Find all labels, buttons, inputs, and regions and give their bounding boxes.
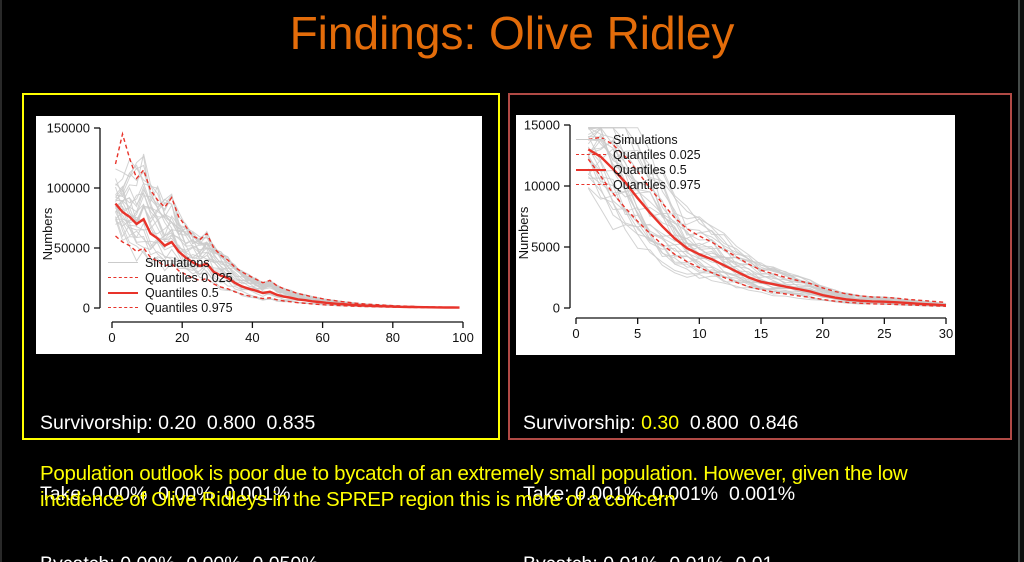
survivorship-highlight-value: 0.30 [641, 412, 680, 434]
x-tick-label: 0 [572, 326, 579, 341]
simulation-line [588, 127, 947, 306]
legend-item-simulations: Simulations [576, 132, 701, 147]
y-axis-title: Numbers [40, 207, 55, 260]
x-tick-label: 80 [386, 330, 400, 345]
series-quantiles-0-5 [114, 202, 460, 309]
y-tick-label: 100000 [47, 181, 90, 196]
simulations-line-swatch [576, 139, 606, 140]
y-tick-label: 10000 [524, 179, 560, 194]
x-tick-label: 30 [939, 326, 953, 341]
legend-label: Simulations [613, 132, 678, 147]
left-take-line: Take: 0.00% 0.00% 0.001% [40, 482, 291, 505]
legend-item-simulations: Simulations [108, 255, 233, 270]
y-axis-title: Numbers [516, 206, 531, 259]
left-survivorship-line: Survivorship: 0.20 0.800 0.835 [40, 412, 316, 434]
window-left-edge [0, 0, 2, 562]
survivorship-prefix: Survivorship: [523, 412, 642, 434]
x-tick-label: 20 [815, 326, 829, 341]
simulation-line [588, 127, 947, 308]
right-survivorship-line: Survivorship: 0.30 0.800 0.846 [523, 412, 798, 436]
right-chart-legend: Simulations Quantiles 0.025 Quantiles 0.… [576, 132, 701, 192]
left-chart-legend: Simulations Quantiles 0.025 Quantiles 0.… [108, 255, 233, 315]
conclusion-note: Population outlook is poor due to bycatc… [40, 461, 908, 512]
simulation-line [588, 127, 947, 305]
legend-label: Quantiles 0.025 [613, 147, 701, 162]
conclusion-note-line1: Population outlook is poor due to bycatc… [40, 462, 908, 485]
left-bycatch-line: Bycatch: 0.00% 0.00% 0.050% [40, 553, 319, 562]
x-tick-label: 15 [754, 326, 768, 341]
quantile-025-line-swatch [108, 277, 138, 278]
legend-label: Quantiles 0.975 [145, 300, 233, 315]
x-tick-label: 20 [175, 330, 189, 345]
y-tick-label: 150000 [47, 121, 90, 136]
olive-ridley-simulation-100yr-svg: 0 50000 100000 150000 0 20 40 60 80 100 Numbers [40, 121, 474, 346]
olive-ridley-simulation-30yr-svg: 0 5000 10000 15000 0 5 10 15 20 25 30 Numbers [516, 118, 953, 342]
quantile-025-line-swatch [576, 154, 606, 155]
legend-item-quantile-05: Quantiles 0.5 [576, 162, 701, 177]
legend-item-quantile-025: Quantiles 0.025 [108, 270, 233, 285]
series-quantiles-0-025 [587, 158, 947, 307]
x-tick-label: 25 [877, 326, 891, 341]
left-projection-chart: 0 50000 100000 150000 0 20 40 60 80 100 Numbers Si… [36, 116, 482, 354]
legend-item-quantile-0975: Quantiles 0.975 [108, 300, 233, 315]
series-quantiles-0-975 [588, 136, 947, 304]
y-tick-label: 5000 [531, 240, 560, 255]
x-tick-label: 0 [108, 330, 115, 345]
conclusion-note-line2: incidence of Olive Ridleys in the SPREP … [40, 487, 676, 511]
y-tick-label: 50000 [54, 241, 90, 256]
legend-item-quantile-05: Quantiles 0.5 [108, 285, 233, 300]
quantile-0975-line-swatch [108, 307, 138, 308]
x-tick-label: 10 [692, 326, 706, 341]
simulation-line [588, 127, 947, 305]
scenario-panel-left: 0 50000 100000 150000 0 20 40 60 80 100 Numbers Si… [22, 93, 500, 562]
series-quantiles-0-975 [114, 131, 460, 309]
x-tick-label: 60 [315, 330, 329, 345]
quantile-0975-line-swatch [576, 184, 606, 185]
y-tick-label: 0 [553, 301, 560, 316]
simulation-line [587, 187, 947, 306]
legend-label: Quantiles 0.5 [145, 285, 219, 300]
legend-label: Quantiles 0.5 [613, 162, 687, 177]
left-scenario-stats: Survivorship: 0.20 0.800 0.835 Take: 0.0… [40, 365, 319, 562]
simulations-line-swatch [108, 262, 138, 263]
slide-title: Findings: Olive Ridley [289, 7, 735, 59]
right-take-line: Take: 0.001% 0.001% 0.001% [523, 482, 796, 505]
legend-label: Simulations [145, 255, 210, 270]
legend-item-quantile-0975: Quantiles 0.975 [576, 177, 701, 192]
x-tick-label: 40 [245, 330, 259, 345]
survivorship-suffix: 0.800 0.846 [679, 412, 799, 434]
quantile-05-line-swatch [108, 291, 138, 294]
x-tick-label: 100 [452, 330, 474, 345]
series-quantiles-0-5 [587, 148, 947, 307]
window-right-edge [1018, 0, 1024, 562]
legend-label: Quantiles 0.975 [613, 177, 701, 192]
quantile-05-line-swatch [576, 168, 606, 171]
x-tick-label: 5 [634, 326, 641, 341]
legend-label: Quantiles 0.025 [145, 270, 233, 285]
right-bycatch-line: Bycatch: 0.01% 0.01% 0.01 [523, 553, 798, 562]
right-projection-chart: 0 5000 10000 15000 0 5 10 15 20 25 30 Numbers Simul… [516, 115, 955, 355]
y-tick-label: 0 [83, 301, 90, 316]
right-scenario-stats: Survivorship: 0.30 0.800 0.846 Take: 0.0… [523, 365, 798, 562]
scenario-panel-right: 0 5000 10000 15000 0 5 10 15 20 25 30 Numbers Simul… [508, 93, 1012, 562]
y-tick-label: 15000 [524, 118, 560, 133]
legend-item-quantile-025: Quantiles 0.025 [576, 147, 701, 162]
